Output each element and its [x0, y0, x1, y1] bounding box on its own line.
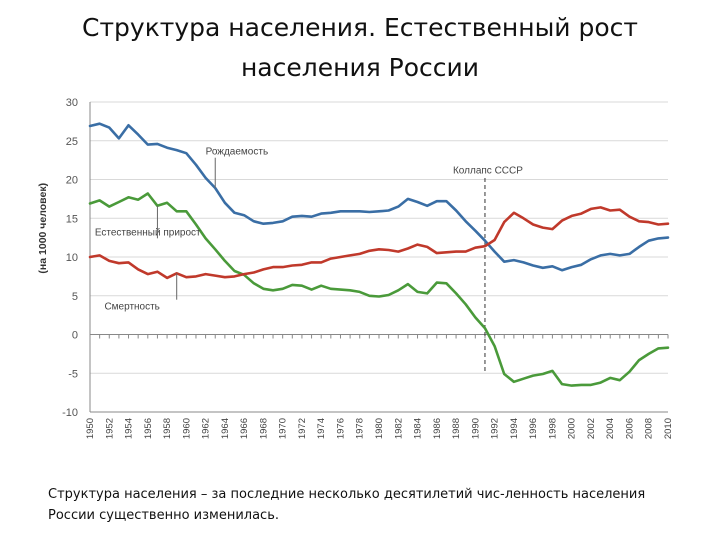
y-tick-label: -5: [68, 368, 78, 380]
x-tick-label: 1968: [258, 418, 269, 439]
x-tick-label: 1992: [490, 418, 501, 439]
x-tick-label: 1988: [451, 418, 462, 439]
y-tick-label: 0: [72, 330, 78, 342]
x-tick-label: 1966: [239, 418, 250, 439]
y-tick-label: -10: [62, 407, 78, 419]
x-tick-label: 1954: [124, 418, 135, 439]
x-tick-label: 1980: [374, 418, 385, 439]
x-tick-label: 1982: [393, 418, 404, 439]
y-tick-label: 25: [66, 136, 78, 148]
x-tick-label: 1972: [297, 418, 308, 439]
x-tick-label: 1974: [316, 418, 327, 439]
chart-svg: 30 25 20 15 10 5 0 -5 -10 1950 1952 1954 1956 1958 196…: [37, 97, 674, 439]
x-tick-label: 1984: [413, 418, 424, 439]
x-tick-label: 2002: [586, 418, 597, 439]
x-tick-label: 2000: [567, 418, 578, 439]
x-tick-label: 1960: [181, 418, 192, 439]
series-label: Естественный прирост: [95, 227, 201, 238]
population-chart: 30 25 20 15 10 5 0 -5 -10 1950 1952 1954 1956 1958 196…: [30, 92, 680, 456]
x-tick-label: 1950: [85, 418, 96, 439]
slide-caption: Структура населения – за последние неско…: [48, 487, 646, 523]
x-tick-label: 2010: [663, 418, 674, 439]
series-label: Рождаемость: [206, 147, 269, 158]
x-tick-label: 1996: [528, 418, 539, 439]
x-tick-label: 1962: [201, 418, 212, 439]
x-tick-label: 1976: [335, 418, 346, 439]
y-tick-label: 10: [66, 252, 78, 264]
x-tick-label: 1998: [547, 418, 558, 439]
x-tick-label: 2006: [624, 418, 635, 439]
series-label: Смертность: [104, 302, 159, 313]
slide-title: Структура населения. Естественный рост н…: [82, 13, 638, 82]
y-tick-label: 30: [66, 97, 78, 109]
y-axis-label: (на 1000 человек): [37, 183, 49, 274]
x-tick-label: 1956: [143, 418, 154, 439]
x-tick-label: 2008: [644, 418, 655, 439]
y-tick-label: 5: [72, 291, 78, 303]
series-line: [88, 206, 670, 280]
x-tick-label: 2004: [605, 418, 616, 439]
x-tick-label: 1986: [432, 418, 443, 439]
x-tick-label: 1964: [220, 418, 231, 439]
y-tick-label: 15: [66, 213, 78, 225]
x-tick-label: 1978: [355, 418, 366, 439]
y-tick-label: 20: [66, 175, 78, 187]
x-tick-label: 1970: [278, 418, 289, 439]
x-tick-label: 1952: [104, 418, 115, 439]
annotation-label: Коллапс СССР: [453, 165, 523, 176]
x-tick-label: 1994: [509, 418, 520, 439]
series-line: [88, 122, 670, 272]
x-tick-label: 1990: [470, 418, 481, 439]
x-tick-label: 1958: [162, 418, 173, 439]
series-line: [88, 192, 670, 387]
